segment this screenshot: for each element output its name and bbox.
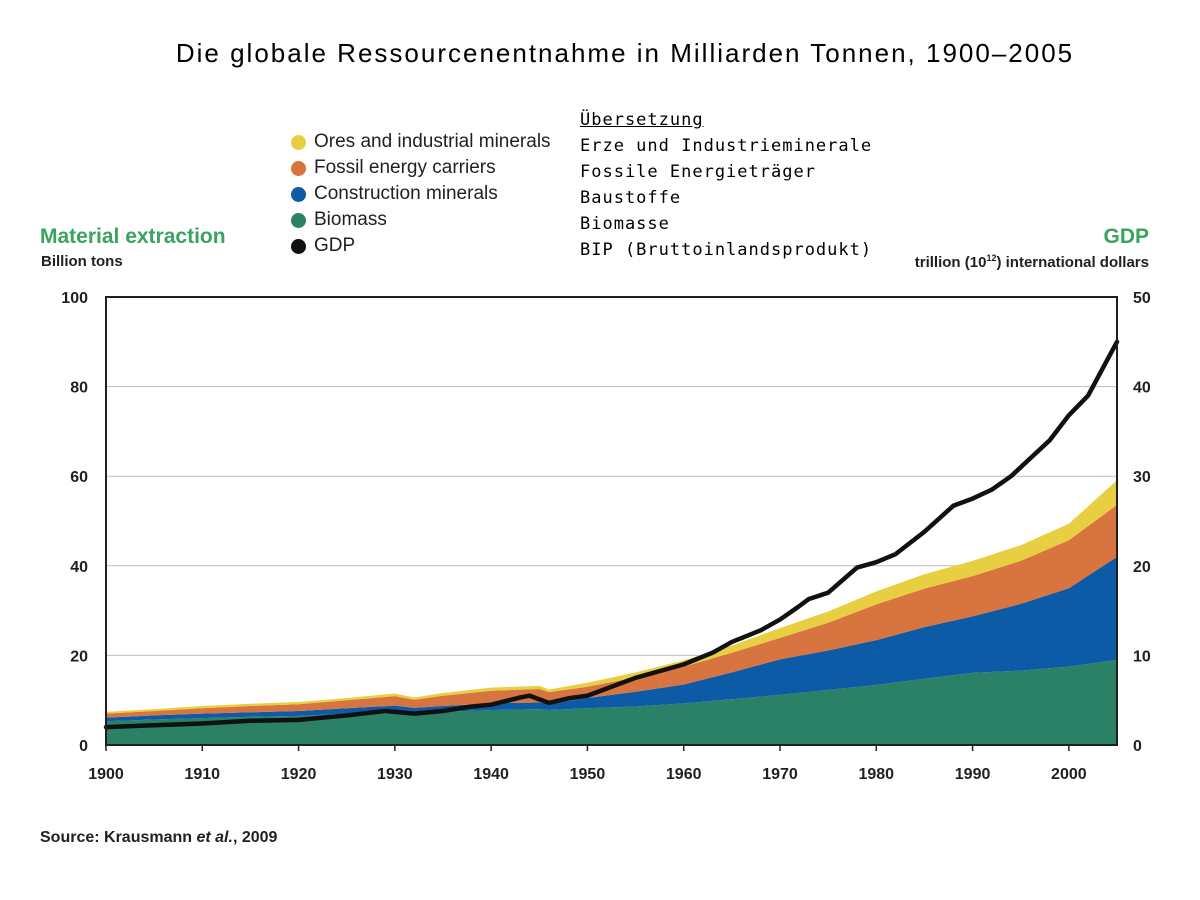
legend-label-fossil: Fossil energy carriers xyxy=(314,157,496,178)
x-tick-label-1970: 1970 xyxy=(762,766,798,783)
translation-biomass: Biomasse xyxy=(580,214,670,234)
left-axis-title: Material extraction xyxy=(40,225,226,248)
area-fossil-energy-carriers xyxy=(106,504,1117,718)
legend-item-fossil: Fossil energy carriers xyxy=(291,155,551,181)
gdp-line xyxy=(103,339,1120,730)
legend-label-construction: Construction minerals xyxy=(314,183,498,204)
x-tick-label-1920: 1920 xyxy=(281,766,317,783)
translation-construction: Baustoffe xyxy=(580,188,682,208)
right-axis-subtitle-suffix: ) international dollars xyxy=(996,254,1149,271)
translation-fossil: Fossile Energieträger xyxy=(580,162,816,182)
legend-label-gdp: GDP xyxy=(314,235,356,256)
right-axis-subtitle-prefix: trillion (10 xyxy=(914,254,987,271)
legend-item-construction: Construction minerals xyxy=(291,181,551,207)
chart-title: Die globale Ressourcenentnahme in Millia… xyxy=(175,38,1075,68)
legend-label-biomass: Biomass xyxy=(314,209,387,230)
translation-gdp: BIP (Bruttoinlandsprodukt) xyxy=(580,240,873,260)
legend-item-gdp: GDP xyxy=(291,233,551,259)
y-tick-label-80: 80 xyxy=(70,380,88,397)
legend-swatch-fossil xyxy=(291,160,306,176)
left-axis-subtitle: Billion tons xyxy=(41,253,123,270)
x-tick-label-1940: 1940 xyxy=(473,766,509,783)
area-biomass xyxy=(106,659,1117,745)
legend: Ores and industrial minerals Fossil ener… xyxy=(291,129,551,259)
y2-tick-label-40: 40 xyxy=(1133,380,1151,397)
legend-swatch-construction xyxy=(291,186,306,202)
translation-heading: Übersetzung xyxy=(580,110,704,130)
y2-tick-label-0: 0 xyxy=(1133,738,1142,755)
plot-frame xyxy=(105,296,1118,746)
y2-tick-label-50: 50 xyxy=(1133,290,1151,307)
y-tick-label-20: 20 xyxy=(70,648,88,665)
y-tick-label-0: 0 xyxy=(79,738,88,755)
right-axis-title: GDP xyxy=(1103,225,1149,248)
y-tick-label-60: 60 xyxy=(70,469,88,486)
x-tick-label-1980: 1980 xyxy=(858,766,894,783)
source-prefix: Source: Krausmann xyxy=(40,829,197,846)
legend-item-ores: Ores and industrial minerals xyxy=(291,129,551,155)
y-tick-label-100: 100 xyxy=(61,290,88,307)
legend-swatch-gdp xyxy=(291,238,306,254)
legend-label-ores: Ores and industrial minerals xyxy=(314,131,551,152)
y2-tick-label-10: 10 xyxy=(1133,648,1151,665)
x-tick-label-1900: 1900 xyxy=(88,766,124,783)
legend-swatch-ores xyxy=(291,134,306,150)
source-note: Source: Krausmann et al., 2009 xyxy=(40,829,277,847)
translation-box: Übersetzung Erze und Industrieminerale F… xyxy=(580,107,872,263)
x-tick-label-1960: 1960 xyxy=(666,766,702,783)
source-etal: et al. xyxy=(196,829,233,846)
y-tick-label-40: 40 xyxy=(70,559,88,576)
legend-item-biomass: Biomass xyxy=(291,207,551,233)
translation-ores: Erze und Industrieminerale xyxy=(580,136,873,156)
right-axis-subtitle-sup: 12 xyxy=(986,253,997,263)
right-axis-subtitle: trillion (1012) international dollars xyxy=(915,253,1149,271)
legend-swatch-biomass xyxy=(291,212,306,228)
y2-tick-label-20: 20 xyxy=(1133,559,1151,576)
x-tick-label-1930: 1930 xyxy=(377,766,413,783)
x-tick-label-1990: 1990 xyxy=(955,766,991,783)
x-tick-label-1950: 1950 xyxy=(570,766,606,783)
x-tick-label-1910: 1910 xyxy=(184,766,220,783)
area-construction-minerals xyxy=(106,556,1117,722)
y2-tick-label-30: 30 xyxy=(1133,469,1151,486)
x-tick-label-2000: 2000 xyxy=(1051,766,1087,783)
source-suffix: , 2009 xyxy=(232,829,278,846)
